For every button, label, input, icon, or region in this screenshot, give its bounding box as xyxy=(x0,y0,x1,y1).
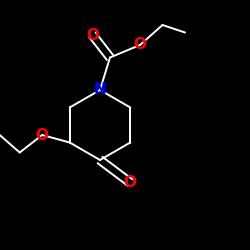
Text: O: O xyxy=(36,128,49,142)
Text: N: N xyxy=(94,82,106,98)
Text: O: O xyxy=(86,28,99,42)
Text: O: O xyxy=(124,175,136,190)
Text: O: O xyxy=(134,38,146,52)
